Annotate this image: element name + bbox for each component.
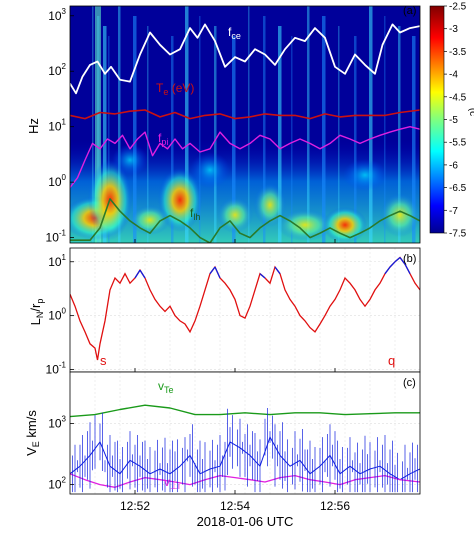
label-fce: fce (228, 25, 241, 41)
colorbar-tick-label: -7 (449, 206, 458, 217)
colorbar-tick-label: -3 (449, 24, 458, 35)
hotspot (380, 193, 420, 237)
x-tick-label: 12:56 (320, 499, 350, 513)
series-ln-rp-highlight (259, 273, 266, 279)
spectrogram-streak (171, 36, 174, 243)
spectrogram-streak (307, 6, 310, 243)
marker-q: q (388, 353, 395, 368)
x-tick-label: 12:54 (220, 499, 250, 513)
spectrogram-streak (199, 16, 201, 243)
spectrogram-streak (412, 36, 416, 243)
series-ln-rp-highlight (209, 266, 216, 275)
series-ln-rp-highlight (389, 261, 396, 268)
spectrogram-streak (384, 16, 386, 243)
panel-b: 10-1 100 101 LN/rp (b) s q (28, 247, 421, 377)
panel-a-ylabel: Hz (26, 118, 41, 134)
colorbar-tick-label: -4 (449, 70, 458, 81)
label-vperp: v⊥i (164, 475, 180, 491)
colorbar-tick-label: -2.5 (449, 2, 467, 13)
series-fce-line (70, 23, 420, 95)
spectrogram-streak (185, 6, 189, 243)
panel-b-ylabel: LN/rp (28, 299, 45, 326)
panel-c-label: (c) (403, 377, 416, 389)
series-ln-rp-highlight (404, 263, 411, 275)
spectrogram-streak (278, 26, 282, 243)
y-tick-label: 103 (48, 7, 66, 23)
spectrogram-streak (232, 36, 236, 243)
x-axis: 12:52 12:54 12:56 (120, 239, 350, 513)
spectrogram-streak (92, 6, 94, 243)
spectrogram-streak (118, 6, 121, 243)
colorbar-tick-label: -5 (449, 115, 458, 126)
panel-c: 102 103 VE km/s (c) vTe v⊥i (24, 371, 421, 495)
spectrogram-streak (133, 16, 137, 243)
series-ln-rp-line (70, 256, 420, 361)
colorbar-tick-label: -7.5 (449, 229, 467, 240)
spectrogram-streak (95, 6, 101, 243)
colorbar-label: (c (467, 108, 474, 116)
label-vte: vTe (158, 379, 174, 395)
series-ln-rp-highlight (384, 266, 391, 275)
colorbar-tick-label: -6 (449, 160, 458, 171)
series-ln-rp-highlight (134, 269, 141, 279)
hotspots (70, 144, 420, 243)
spectrogram-streak (369, 6, 373, 243)
series-ln-rp-highlight (214, 266, 221, 279)
spectrogram-streak (398, 26, 401, 243)
series-flh-line (70, 198, 420, 243)
y-tick-label: 101 (48, 118, 66, 134)
label-fpi: fpi (158, 131, 168, 147)
y-tick-label: 10-1 (46, 229, 67, 245)
y-tick-label: 100 (48, 173, 66, 189)
hotspot (343, 159, 387, 191)
y-tick-label: 101 (48, 253, 66, 269)
series-vte-line (70, 404, 420, 418)
hotspot (323, 207, 367, 243)
hotspot (190, 152, 230, 188)
label-flh: flh (190, 206, 200, 222)
spectrogram-streak (354, 36, 357, 243)
panel-a-frame (69, 5, 421, 244)
colorbar-tick-label: -3.5 (449, 47, 467, 58)
series-ln-rp-highlight (394, 257, 401, 263)
x-tick-label: 12:52 (120, 499, 150, 513)
series-ln-rp-highlight (399, 257, 406, 265)
hotspot (112, 144, 148, 176)
y-tick-label: 102 (48, 476, 66, 492)
spectrogram-streak (147, 26, 149, 243)
marker-s: s (100, 353, 107, 368)
spectrogram (70, 6, 420, 243)
y-tick-label: 103 (48, 415, 66, 431)
spectrogram-streak (322, 16, 326, 243)
label-te: Te (eV) (156, 81, 194, 97)
series-ln-rp-highlight (139, 269, 146, 279)
spectrogram-streak (214, 26, 217, 243)
spectrogram-streak (103, 26, 107, 243)
series-ln-rp-highlight (274, 266, 281, 275)
panel-c-frame (69, 371, 421, 495)
colorbar-gradient (429, 5, 445, 234)
spectrogram-streak (338, 26, 340, 243)
hotspot (130, 205, 170, 235)
y-tick-label: 102 (48, 62, 66, 78)
colorbar-tick-label: -4.5 (449, 92, 467, 103)
panel-a-label: (a) (403, 5, 416, 17)
panel-c-ylabel: VE km/s (24, 410, 41, 456)
colorbar-tick-label: -6.5 (449, 183, 467, 194)
spectrogram-streak (291, 36, 293, 243)
x-axis-date-label: 2018-01-06 UTC (197, 514, 294, 529)
spectrogram-streak (248, 6, 250, 243)
y-tick-label: 10-1 (46, 361, 67, 377)
colorbar-tick-label: -5.5 (449, 138, 467, 149)
series-fpi-line (70, 125, 420, 188)
y-tick-label: 100 (48, 307, 66, 323)
series-te-line (70, 109, 420, 120)
spectrogram-streak (263, 16, 266, 243)
panel-b-label: (b) (403, 253, 416, 265)
colorbar: -2.5 -3 -3.5 -4 -4.5 -5 -5.5 -6 -6.5 -7 -7.5 (c (429, 2, 474, 240)
